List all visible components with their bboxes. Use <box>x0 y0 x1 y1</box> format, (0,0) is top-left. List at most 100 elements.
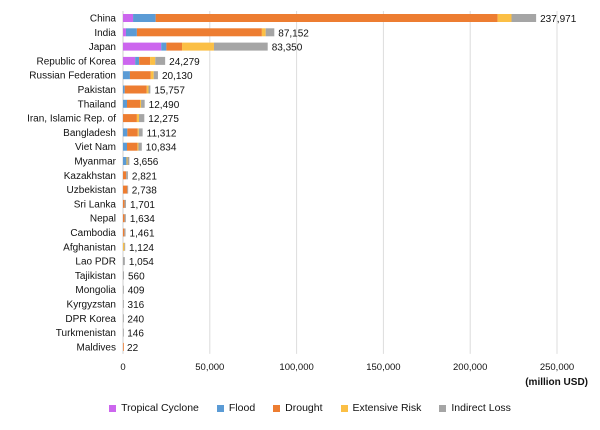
category-label: Afghanistan <box>63 242 116 253</box>
total-value-label: 12,490 <box>149 100 180 111</box>
bar-segment-indirect-loss <box>124 228 126 237</box>
category-label: Thailand <box>78 99 116 110</box>
total-value-label: 15,757 <box>154 86 185 97</box>
bar-segment-flood <box>123 85 125 94</box>
category-label: Mongolia <box>75 285 116 296</box>
category-label: Cambodia <box>70 228 116 239</box>
bar-segment-tropical-cyclone <box>123 28 126 37</box>
bar-segment-indirect-loss <box>123 285 124 294</box>
total-value-label: 560 <box>128 271 145 282</box>
x-tick-label: 0 <box>120 362 125 373</box>
bar-segment-tropical-cyclone <box>123 56 136 65</box>
bar-segment-flood <box>125 28 137 37</box>
legend-item: Tropical Cyclone <box>109 402 199 414</box>
bar-segment-indirect-loss <box>511 14 537 22</box>
bar-segment-drought <box>123 214 125 223</box>
bar-segment-drought <box>126 99 141 108</box>
legend-item: Drought <box>273 402 323 414</box>
category-label: DPR Korea <box>65 314 116 325</box>
bar-segment-indirect-loss <box>138 114 145 123</box>
total-value-label: 240 <box>127 314 144 325</box>
category-label: Viet Nam <box>75 142 116 153</box>
bar-segment-drought <box>129 71 151 80</box>
bar-segment-extensive-risk <box>126 157 128 165</box>
bar-segment-drought <box>166 42 183 51</box>
bar-segment-drought <box>123 185 128 194</box>
stacked-bar-chart: 0 50,000 100,000 150,000 200,000 250,000 China… <box>27 11 577 373</box>
bar-segment-extensive-risk <box>150 71 154 80</box>
category-label: Turkmenistan <box>56 328 116 339</box>
legend-label: Indirect Loss <box>451 402 511 414</box>
bar-segment-indirect-loss <box>123 271 124 280</box>
total-value-label: 1,124 <box>129 243 154 254</box>
bar-segment-indirect-loss <box>123 257 125 266</box>
bar-segment-tropical-cyclone <box>123 42 162 51</box>
bar-segment-extensive-risk <box>150 56 156 65</box>
legend: Tropical Cyclone Flood Drought Extensive Ri… <box>0 402 600 414</box>
bar-segment-flood <box>135 56 140 65</box>
bar-segment-indirect-loss <box>213 42 268 51</box>
x-tick-label: 200,000 <box>453 362 487 373</box>
bar-segment-indirect-loss <box>138 128 143 137</box>
bar-segment-indirect-loss <box>126 171 128 180</box>
bar-segment-indirect-loss <box>138 142 142 151</box>
bar-segment-indirect-loss <box>153 71 158 80</box>
x-tick-label: 250,000 <box>540 362 574 373</box>
bar-segment-drought <box>139 56 151 65</box>
category-label: Japan <box>89 42 116 53</box>
total-value-label: 83,350 <box>272 43 303 54</box>
category-label: Bangladesh <box>63 128 116 139</box>
legend-label: Extensive Risk <box>352 402 422 414</box>
bar-segment-indirect-loss <box>124 214 126 223</box>
bar-segment-flood <box>123 142 127 151</box>
category-label: Tajikistan <box>75 271 116 282</box>
total-value-label: 2,821 <box>132 171 157 182</box>
category-label: India <box>94 28 116 39</box>
x-tick-label: 50,000 <box>195 362 224 373</box>
total-value-label: 22 <box>127 343 139 354</box>
bar-segment-indirect-loss <box>127 157 130 165</box>
total-value-label: 316 <box>128 300 145 311</box>
bar-segment-drought <box>123 114 137 123</box>
bar-segment-drought <box>136 28 262 37</box>
category-label: Republic of Korea <box>37 56 117 67</box>
bar-segment-drought <box>126 142 138 151</box>
total-value-label: 1,701 <box>130 200 155 211</box>
bar-segment-extensive-risk <box>497 14 512 22</box>
category-label: Myanmar <box>74 157 116 168</box>
legend-swatch <box>109 404 117 412</box>
bar-segment-flood <box>133 14 156 22</box>
total-value-label: 3,656 <box>133 157 158 168</box>
bar-segment-indirect-loss <box>124 242 126 251</box>
total-value-label: 20,130 <box>162 71 193 82</box>
bar-segment-flood <box>123 99 127 108</box>
category-label: Kazakhstan <box>64 171 116 182</box>
legend-swatch <box>273 404 281 412</box>
bar-segment-extensive-risk <box>137 128 139 137</box>
category-label: Sri Lanka <box>74 199 117 210</box>
total-value-label: 2,738 <box>132 186 157 197</box>
legend-swatch <box>439 404 447 412</box>
total-value-label: 11,312 <box>147 128 177 139</box>
legend-label: Drought <box>285 402 323 414</box>
bar-segment-indirect-loss <box>155 56 166 65</box>
legend-item: Indirect Loss <box>439 402 511 414</box>
legend-item: Flood <box>216 402 255 414</box>
bar-segment-flood <box>161 42 167 51</box>
total-value-label: 237,971 <box>540 14 577 25</box>
category-label: Nepal <box>90 214 116 225</box>
bar-segment-indirect-loss <box>127 185 129 194</box>
category-label: Pakistan <box>78 85 116 96</box>
category-label: Kyrgyzstan <box>67 300 116 311</box>
total-value-label: 12,275 <box>148 114 179 125</box>
total-value-label: 1,461 <box>130 229 155 240</box>
bar-segment-flood <box>123 128 128 137</box>
bar-segment-indirect-loss <box>124 199 126 208</box>
bar-segment-indirect-loss <box>123 300 124 308</box>
category-label: China <box>90 14 117 25</box>
bar-segment-tropical-cyclone <box>123 14 134 22</box>
bar-segment-extensive-risk <box>182 42 214 51</box>
total-value-label: 409 <box>128 286 145 297</box>
x-tick-label: 150,000 <box>366 362 400 373</box>
bar-segment-extensive-risk <box>146 85 149 94</box>
